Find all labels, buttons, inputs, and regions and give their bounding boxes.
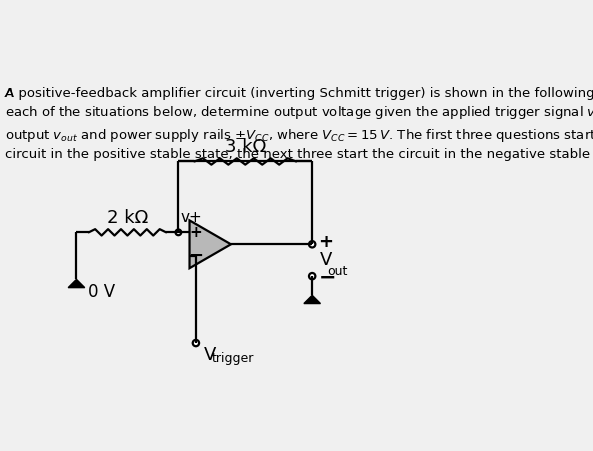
Text: 3 kΩ: 3 kΩ [225, 138, 266, 156]
Text: out: out [327, 265, 348, 278]
Text: 2 kΩ: 2 kΩ [107, 209, 148, 227]
Polygon shape [68, 279, 85, 288]
Polygon shape [190, 221, 231, 268]
Text: V: V [320, 251, 332, 269]
Text: 0 V: 0 V [88, 282, 115, 300]
Text: −: − [188, 247, 203, 265]
Text: V: V [203, 345, 216, 364]
Circle shape [309, 241, 315, 248]
Text: A positive-feedback amplifier circuit (inverting Schmitt trigger) is shown in th: A positive-feedback amplifier circuit (i… [5, 87, 593, 161]
Text: trigger: trigger [212, 352, 254, 365]
Polygon shape [304, 295, 320, 304]
Circle shape [193, 340, 199, 346]
Text: +: + [318, 233, 333, 251]
Circle shape [176, 230, 181, 235]
Text: A: A [5, 87, 18, 100]
Text: +: + [189, 225, 202, 240]
Text: v+: v+ [181, 210, 203, 225]
Text: −: − [318, 268, 336, 288]
Circle shape [309, 273, 315, 279]
